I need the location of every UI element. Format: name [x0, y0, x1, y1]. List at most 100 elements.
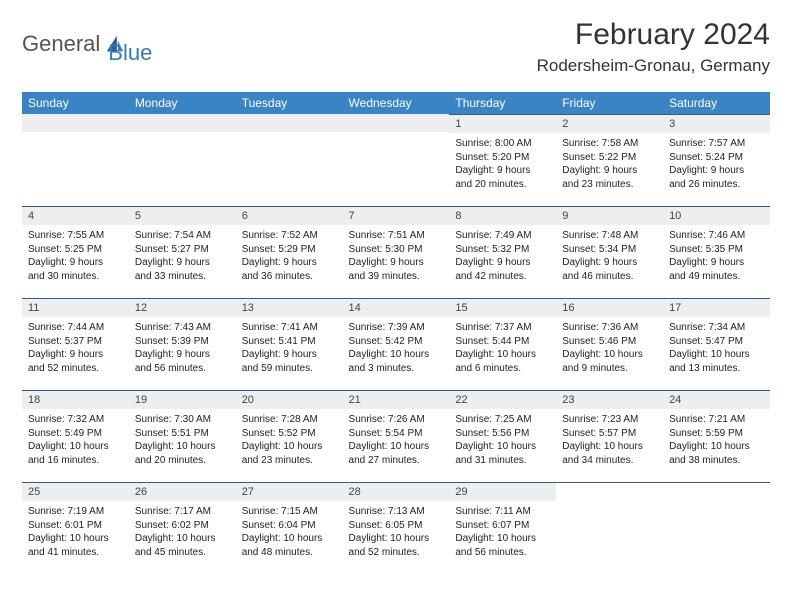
day-body: Sunrise: 7:23 AMSunset: 5:57 PMDaylight:…: [556, 409, 663, 471]
sunset-text: Sunset: 5:41 PM: [242, 335, 337, 349]
calendar-day: 25Sunrise: 7:19 AMSunset: 6:01 PMDayligh…: [22, 482, 129, 574]
daylight-line1: Daylight: 10 hours: [135, 532, 230, 546]
weekday-header: Saturday: [663, 92, 770, 114]
sunrise-text: Sunrise: 7:26 AM: [349, 413, 444, 427]
calendar-day: 18Sunrise: 7:32 AMSunset: 5:49 PMDayligh…: [22, 390, 129, 482]
day-number: 16: [556, 298, 663, 317]
daylight-line1: Daylight: 10 hours: [669, 440, 764, 454]
sunset-text: Sunset: 5:57 PM: [562, 427, 657, 441]
day-body: Sunrise: 7:55 AMSunset: 5:25 PMDaylight:…: [22, 225, 129, 287]
day-number: 15: [449, 298, 556, 317]
day-number: 22: [449, 390, 556, 409]
sunrise-text: Sunrise: 7:32 AM: [28, 413, 123, 427]
calendar-day: 14Sunrise: 7:39 AMSunset: 5:42 PMDayligh…: [343, 298, 450, 390]
weekday-header: Friday: [556, 92, 663, 114]
sunset-text: Sunset: 6:02 PM: [135, 519, 230, 533]
calendar-day: 2Sunrise: 7:58 AMSunset: 5:22 PMDaylight…: [556, 114, 663, 206]
day-body: Sunrise: 7:46 AMSunset: 5:35 PMDaylight:…: [663, 225, 770, 287]
sunset-text: Sunset: 5:34 PM: [562, 243, 657, 257]
day-body: Sunrise: 7:54 AMSunset: 5:27 PMDaylight:…: [129, 225, 236, 287]
calendar-body: 1Sunrise: 8:00 AMSunset: 5:20 PMDaylight…: [22, 114, 770, 574]
day-number: 1: [449, 114, 556, 133]
sunset-text: Sunset: 5:35 PM: [669, 243, 764, 257]
daylight-line2: and 48 minutes.: [242, 546, 337, 560]
day-body: Sunrise: 7:28 AMSunset: 5:52 PMDaylight:…: [236, 409, 343, 471]
daylight-line1: Daylight: 9 hours: [135, 256, 230, 270]
daylight-line1: Daylight: 10 hours: [455, 440, 550, 454]
sunset-text: Sunset: 5:59 PM: [669, 427, 764, 441]
calendar-day: 20Sunrise: 7:28 AMSunset: 5:52 PMDayligh…: [236, 390, 343, 482]
sunset-text: Sunset: 5:46 PM: [562, 335, 657, 349]
daylight-line1: Daylight: 10 hours: [349, 532, 444, 546]
day-body: Sunrise: 7:15 AMSunset: 6:04 PMDaylight:…: [236, 501, 343, 563]
location: Rodersheim-Gronau, Germany: [537, 56, 770, 76]
daylight-line2: and 34 minutes.: [562, 454, 657, 468]
sunset-text: Sunset: 5:44 PM: [455, 335, 550, 349]
sunrise-text: Sunrise: 8:00 AM: [455, 137, 550, 151]
daylight-line2: and 52 minutes.: [349, 546, 444, 560]
day-body: Sunrise: 7:58 AMSunset: 5:22 PMDaylight:…: [556, 133, 663, 195]
day-body: Sunrise: 7:51 AMSunset: 5:30 PMDaylight:…: [343, 225, 450, 287]
calendar-day: 1Sunrise: 8:00 AMSunset: 5:20 PMDaylight…: [449, 114, 556, 206]
daylight-line2: and 45 minutes.: [135, 546, 230, 560]
calendar-day: 16Sunrise: 7:36 AMSunset: 5:46 PMDayligh…: [556, 298, 663, 390]
sunrise-text: Sunrise: 7:37 AM: [455, 321, 550, 335]
sunset-text: Sunset: 5:56 PM: [455, 427, 550, 441]
day-number: 20: [236, 390, 343, 409]
daylight-line1: Daylight: 10 hours: [455, 348, 550, 362]
sunrise-text: Sunrise: 7:28 AM: [242, 413, 337, 427]
sunrise-text: Sunrise: 7:58 AM: [562, 137, 657, 151]
day-body: Sunrise: 7:25 AMSunset: 5:56 PMDaylight:…: [449, 409, 556, 471]
day-number: 27: [236, 482, 343, 501]
day-body: Sunrise: 7:48 AMSunset: 5:34 PMDaylight:…: [556, 225, 663, 287]
calendar-week: 4Sunrise: 7:55 AMSunset: 5:25 PMDaylight…: [22, 206, 770, 298]
calendar-week: 11Sunrise: 7:44 AMSunset: 5:37 PMDayligh…: [22, 298, 770, 390]
daylight-line2: and 20 minutes.: [135, 454, 230, 468]
calendar-day: 11Sunrise: 7:44 AMSunset: 5:37 PMDayligh…: [22, 298, 129, 390]
daylight-line1: Daylight: 10 hours: [135, 440, 230, 454]
daylight-line1: Daylight: 9 hours: [669, 256, 764, 270]
sunset-text: Sunset: 5:42 PM: [349, 335, 444, 349]
day-number: 18: [22, 390, 129, 409]
calendar-day: [22, 114, 129, 206]
calendar-day: 19Sunrise: 7:30 AMSunset: 5:51 PMDayligh…: [129, 390, 236, 482]
calendar-day: 21Sunrise: 7:26 AMSunset: 5:54 PMDayligh…: [343, 390, 450, 482]
sunrise-text: Sunrise: 7:23 AM: [562, 413, 657, 427]
sunset-text: Sunset: 5:49 PM: [28, 427, 123, 441]
calendar-day: 22Sunrise: 7:25 AMSunset: 5:56 PMDayligh…: [449, 390, 556, 482]
daylight-line2: and 23 minutes.: [562, 178, 657, 192]
weekday-header: Monday: [129, 92, 236, 114]
sunset-text: Sunset: 5:52 PM: [242, 427, 337, 441]
header: General Blue February 2024 Rodersheim-Gr…: [22, 18, 770, 76]
day-body: Sunrise: 7:41 AMSunset: 5:41 PMDaylight:…: [236, 317, 343, 379]
sunrise-text: Sunrise: 7:36 AM: [562, 321, 657, 335]
sunset-text: Sunset: 5:24 PM: [669, 151, 764, 165]
sunset-text: Sunset: 5:37 PM: [28, 335, 123, 349]
weekday-header: Thursday: [449, 92, 556, 114]
day-body: Sunrise: 7:17 AMSunset: 6:02 PMDaylight:…: [129, 501, 236, 563]
day-body: Sunrise: 7:37 AMSunset: 5:44 PMDaylight:…: [449, 317, 556, 379]
month-title: February 2024: [537, 18, 770, 52]
daylight-line2: and 46 minutes.: [562, 270, 657, 284]
daylight-line1: Daylight: 9 hours: [349, 256, 444, 270]
sunrise-text: Sunrise: 7:52 AM: [242, 229, 337, 243]
calendar-day: 10Sunrise: 7:46 AMSunset: 5:35 PMDayligh…: [663, 206, 770, 298]
day-number: 29: [449, 482, 556, 501]
daylight-line2: and 49 minutes.: [669, 270, 764, 284]
day-number: 10: [663, 206, 770, 225]
daylight-line1: Daylight: 9 hours: [455, 256, 550, 270]
sunrise-text: Sunrise: 7:17 AM: [135, 505, 230, 519]
daylight-line2: and 41 minutes.: [28, 546, 123, 560]
daylight-line2: and 56 minutes.: [455, 546, 550, 560]
calendar-day: 12Sunrise: 7:43 AMSunset: 5:39 PMDayligh…: [129, 298, 236, 390]
daylight-line1: Daylight: 10 hours: [455, 532, 550, 546]
daylight-line2: and 56 minutes.: [135, 362, 230, 376]
day-body: Sunrise: 7:30 AMSunset: 5:51 PMDaylight:…: [129, 409, 236, 471]
daylight-line1: Daylight: 10 hours: [349, 348, 444, 362]
daylight-line2: and 27 minutes.: [349, 454, 444, 468]
day-number: 24: [663, 390, 770, 409]
calendar-day: [556, 482, 663, 574]
daylight-line2: and 9 minutes.: [562, 362, 657, 376]
logo-text-general: General: [22, 31, 100, 57]
day-body: Sunrise: 7:32 AMSunset: 5:49 PMDaylight:…: [22, 409, 129, 471]
